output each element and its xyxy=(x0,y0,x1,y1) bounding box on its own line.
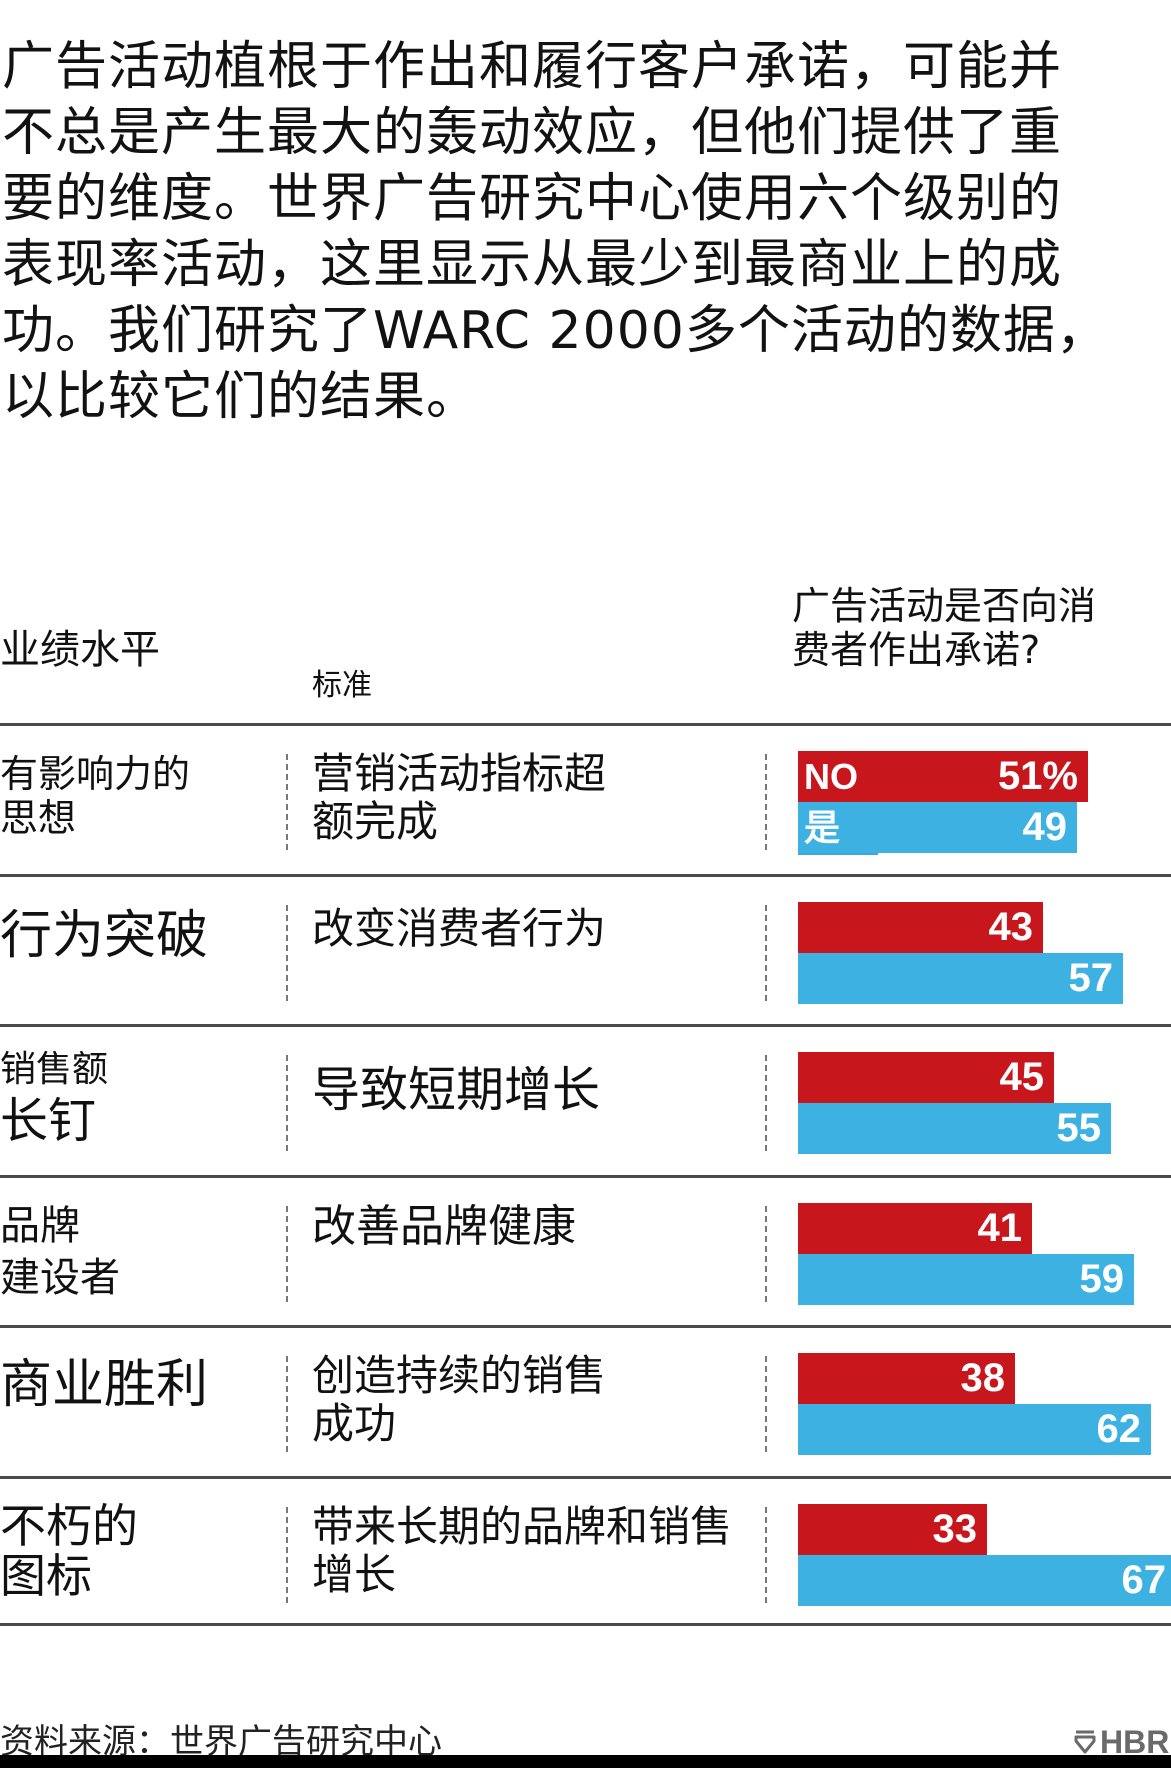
column-separator xyxy=(765,1356,767,1452)
bar-yes: 62 xyxy=(798,1404,1151,1455)
criteria-line: 营销活动指标超 xyxy=(312,749,607,798)
level-line: 有影响力的 xyxy=(0,752,191,796)
level-line: 行为突破 xyxy=(0,905,209,966)
bar-no: 45 xyxy=(798,1052,1054,1103)
level-line: 品牌 xyxy=(0,1202,80,1249)
criteria-cell: 改善品牌健康 xyxy=(312,1200,752,1252)
intro-line: 不总是产生最大的轰动效应，但他们提供了重 xyxy=(2,103,1063,163)
bar-no-value: 33 xyxy=(932,1506,978,1551)
shield-icon xyxy=(1074,1724,1096,1754)
bar-yes-value: 57 xyxy=(1068,955,1114,1000)
bar-no: 43 xyxy=(798,901,1043,953)
bar-yes-fill xyxy=(798,802,1077,853)
results-table: 有影响力的 思想 营销活动指标超 额完成 NO 51% 是 49 行为突破 xyxy=(0,723,1171,1626)
criteria-cell: 改变消费者行为 xyxy=(312,903,752,953)
bar-yes-value: 59 xyxy=(1079,1256,1125,1301)
level-cell: 有影响力的 思想 xyxy=(0,752,190,840)
bar-no-value: 41 xyxy=(977,1205,1023,1250)
criteria-line: 成功 xyxy=(312,1399,397,1448)
bar-yes-value: 49 xyxy=(1022,805,1068,849)
header-performance-level: 业绩水平 xyxy=(0,627,160,673)
column-separator xyxy=(286,904,288,1001)
criteria-line: 带来长期的品牌和销售 xyxy=(312,1501,733,1551)
column-separator xyxy=(286,754,288,850)
bar-pair: NO 51% 是 49 xyxy=(798,751,1171,855)
bar-no-value: 45 xyxy=(999,1055,1045,1099)
criteria-cell: 导致短期增长 xyxy=(312,1063,752,1117)
bar-yes-value: 67 xyxy=(1121,1557,1167,1602)
intro-line: 要的维度。世界广告研究中心使用六个级别的 xyxy=(2,169,1063,229)
column-separator xyxy=(765,904,767,1001)
bar-no: NO 51% xyxy=(798,751,1088,802)
bar-yes-value: 55 xyxy=(1056,1106,1102,1150)
level-cell: 品牌 建设者 xyxy=(0,1200,120,1304)
bar-pair: 41 59 xyxy=(798,1202,1171,1307)
level-line: 长钉 xyxy=(0,1093,97,1149)
header-question-line: 广告活动是否向消 xyxy=(792,584,1097,628)
level-cell: 销售额 长钉 xyxy=(0,1047,108,1149)
header-question-line: 费者作出承诺? xyxy=(792,628,1041,672)
criteria-line: 改变消费者行为 xyxy=(312,903,607,953)
legend-no-label: NO xyxy=(804,756,858,797)
intro-line: 功。我们研究了WARC 2000多个活动的数据， xyxy=(2,301,1109,361)
bar-yes: 67 xyxy=(798,1554,1171,1606)
column-separator xyxy=(286,1055,288,1151)
bar-yes: 55 xyxy=(798,1103,1111,1154)
criteria-line: 导致短期增长 xyxy=(312,1062,601,1118)
column-separator xyxy=(765,1055,767,1151)
criteria-line: 增长 xyxy=(312,1549,397,1599)
column-separator xyxy=(286,1205,288,1302)
header-criteria: 标准 xyxy=(312,668,372,703)
hbr-logo: HBR xyxy=(1074,1722,1169,1762)
level-cell: 商业胜利 xyxy=(0,1356,208,1414)
bar-no: 41 xyxy=(798,1202,1032,1254)
bar-pair: 43 57 xyxy=(798,901,1171,1006)
intro-paragraph: 广告活动植根于作出和履行客户承诺，可能并 不总是产生最大的轰动效应，但他们提供了… xyxy=(2,34,1142,430)
bar-yes: 是 49 xyxy=(798,802,1077,853)
table-row: 品牌 建设者 改善品牌健康 41 59 xyxy=(0,1174,1171,1326)
criteria-cell: 创造持续的销售 成功 xyxy=(312,1352,752,1448)
level-line: 建设者 xyxy=(0,1254,120,1301)
level-line: 销售额 xyxy=(0,1049,109,1090)
bar-pair: 33 67 xyxy=(798,1503,1171,1608)
level-line: 不朽的 xyxy=(0,1498,138,1553)
bar-pair: 45 55 xyxy=(798,1052,1171,1156)
intro-line: 广告活动植根于作出和履行客户承诺，可能并 xyxy=(2,37,1063,97)
table-row: 行为突破 改变消费者行为 43 57 xyxy=(0,873,1171,1025)
table-row: 有影响力的 思想 营销活动指标超 额完成 NO 51% 是 49 xyxy=(0,723,1171,874)
bar-no: 38 xyxy=(798,1353,1015,1404)
criteria-cell: 带来长期的品牌和销售 增长 xyxy=(312,1501,752,1599)
column-separator xyxy=(286,1506,288,1603)
header-promise-question: 广告活动是否向消 费者作出承诺? xyxy=(792,584,1122,672)
bar-yes: 57 xyxy=(798,952,1123,1004)
criteria-line: 改善品牌健康 xyxy=(312,1200,576,1252)
bottom-strip xyxy=(0,1755,1171,1768)
bar-no-value: 43 xyxy=(988,904,1034,949)
column-separator xyxy=(765,1205,767,1302)
intro-line: 以比较它们的结果。 xyxy=(2,367,480,427)
bar-yes: 59 xyxy=(798,1253,1134,1305)
bar-no-value: 38 xyxy=(960,1356,1006,1400)
column-separator xyxy=(765,754,767,850)
hbr-logo-text: HBR xyxy=(1100,1724,1170,1760)
level-cell: 行为突破 xyxy=(0,907,208,965)
table-row: 销售额 长钉 导致短期增长 45 55 xyxy=(0,1024,1171,1175)
level-cell: 不朽的 图标 xyxy=(0,1501,138,1601)
bar-no-value: 51% xyxy=(997,754,1078,798)
criteria-line: 额完成 xyxy=(312,797,439,846)
bar-no: 33 xyxy=(798,1503,987,1555)
column-separator xyxy=(286,1356,288,1452)
level-line: 思想 xyxy=(0,796,77,840)
bar-yes-value: 62 xyxy=(1096,1407,1142,1451)
column-separator xyxy=(765,1506,767,1603)
table-row: 不朽的 图标 带来长期的品牌和销售 增长 33 67 xyxy=(0,1475,1171,1626)
legend-yes-label: 是 xyxy=(804,807,841,848)
table-row: 商业胜利 创造持续的销售 成功 38 62 xyxy=(0,1325,1171,1476)
level-line: 图标 xyxy=(0,1548,92,1603)
criteria-cell: 营销活动指标超 额完成 xyxy=(312,750,752,846)
intro-line: 表现率活动，这里显示从最少到最商业上的成 xyxy=(2,235,1063,295)
bar-pair: 38 62 xyxy=(798,1353,1171,1457)
criteria-line: 创造持续的销售 xyxy=(312,1351,607,1400)
level-line: 商业胜利 xyxy=(0,1355,209,1415)
